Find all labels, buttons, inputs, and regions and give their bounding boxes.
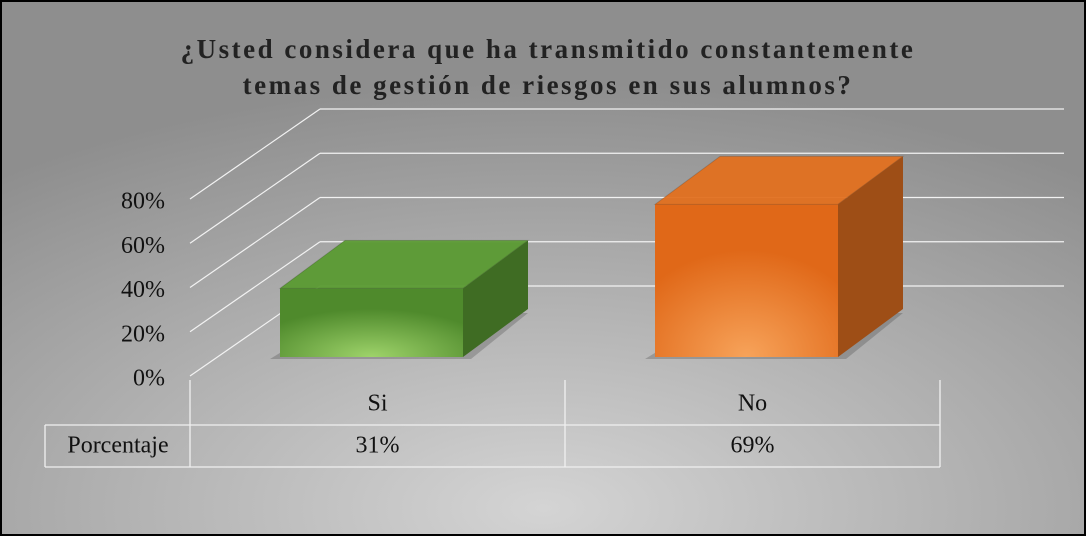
grid-line	[189, 197, 321, 288]
x-tick-label: Si	[367, 391, 387, 417]
y-tick-label: 20%	[121, 321, 165, 347]
legend-label: Porcentaje	[67, 433, 168, 459]
y-tick-label: 60%	[121, 233, 165, 259]
x-tick-label: No	[738, 391, 767, 417]
bar	[655, 204, 838, 357]
bar	[280, 288, 463, 357]
y-tick-label: 40%	[121, 277, 165, 303]
bar-side	[838, 156, 903, 357]
grid-line	[189, 241, 321, 333]
bar-side	[463, 240, 528, 357]
grid-line	[189, 108, 321, 200]
grid-line	[189, 152, 321, 244]
y-tick-label: 80%	[121, 189, 165, 215]
chart-subtitle: temas de gestión de riesgos en sus alumn…	[243, 70, 854, 100]
value-label: 31%	[356, 433, 400, 459]
chart-title: ¿Usted considera que ha transmitido cons…	[181, 34, 916, 64]
value-label: 69%	[731, 433, 775, 459]
y-tick-label: 0%	[133, 366, 165, 392]
